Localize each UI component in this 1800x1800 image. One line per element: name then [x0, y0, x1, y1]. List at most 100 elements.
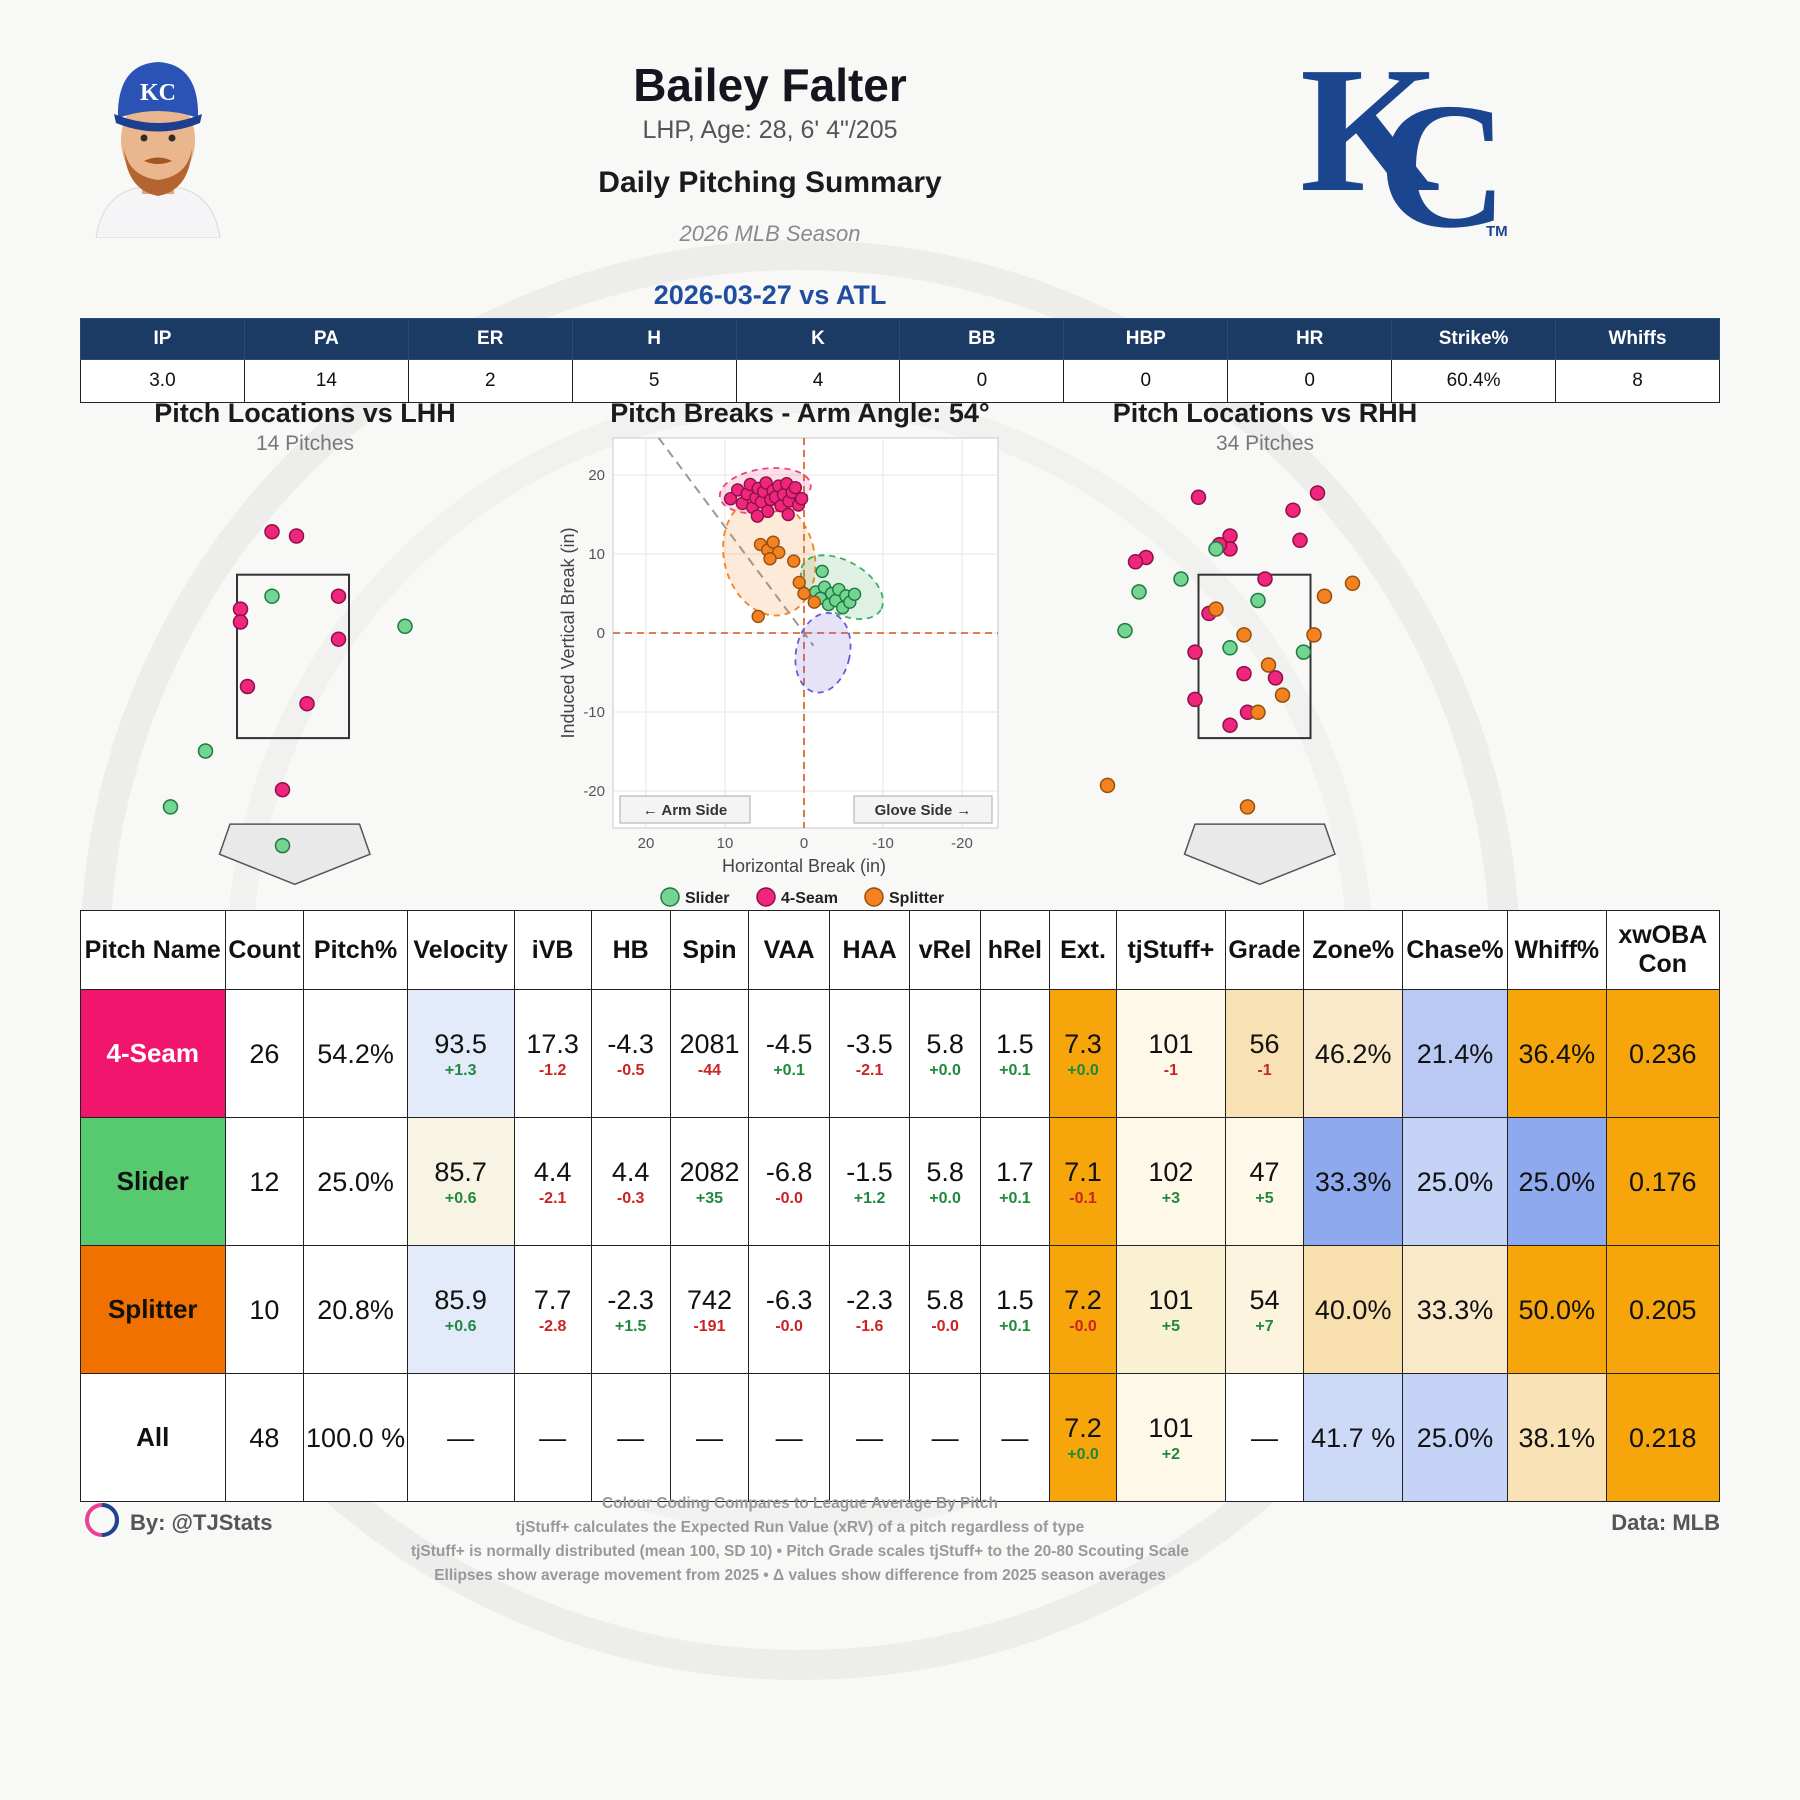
cell-4-seam-haa: -3.5 -2.1 [828, 989, 911, 1118]
player-bio: LHP, Age: 28, 6' 4"/205 [642, 116, 898, 144]
cell-delta: -0.5 [616, 1061, 645, 1079]
arm-angle-line [657, 437, 815, 647]
cell-value: 25.0% [1416, 1422, 1494, 1453]
pitch-table-col-hrel: hRel [979, 910, 1050, 990]
cell-slider-spin: 2082 +35 [669, 1117, 750, 1246]
cell-value: 2082 [679, 1156, 740, 1187]
cell-value: — [1001, 1422, 1029, 1453]
cell-value: 40.0% [1314, 1294, 1392, 1325]
boxscore-value-er: 2 [407, 359, 573, 403]
cell-splitter-hb: -2.3 +1.5 [590, 1245, 671, 1374]
pitch-point-splitter [1306, 627, 1322, 643]
break-point-splitter [787, 554, 801, 568]
cell-value: 101 [1148, 1028, 1194, 1059]
pitch-point-4-seam [1285, 502, 1301, 518]
cell-value: 0.236 [1628, 1038, 1697, 1069]
break-point-4-seam [794, 491, 809, 506]
cell-slider-grade: 47 +5 [1224, 1117, 1305, 1246]
cell-value: 54.2% [317, 1038, 394, 1069]
cell-all-hrel: — [979, 1373, 1050, 1502]
cell-value: 25.0% [1518, 1166, 1596, 1197]
pitch-point-splitter [1236, 627, 1252, 643]
cell-4-seam-tjstuff: 101 -1 [1116, 989, 1226, 1118]
cell-value: 33.3% [1314, 1166, 1392, 1197]
cell-slider-ivb: 4.4 -2.1 [513, 1117, 592, 1246]
boxscore-col-er: ER [407, 318, 573, 360]
pitch-point-4-seam [1187, 691, 1203, 708]
cell-value: — [617, 1422, 645, 1453]
cell-delta: +0.6 [444, 1317, 477, 1335]
cell-4-seam-ivb: 17.3 -1.2 [513, 989, 592, 1118]
pitch-point-4-seam [264, 523, 280, 540]
cell-all-zone: 41.7 % [1303, 1373, 1403, 1502]
pitch-point-4-seam [330, 631, 347, 647]
summary-title: Daily Pitching Summary [598, 166, 942, 199]
cell-all-pitch: 100.0 % [303, 1373, 408, 1502]
pitch-table-col-zone: Zone% [1303, 910, 1403, 990]
boxscore-head: IP PA ER H K BB HBP HR Strike% Whiffs [80, 318, 1720, 360]
cell-delta: +0.0 [1067, 1445, 1099, 1463]
cell-delta: -1 [1163, 1061, 1178, 1079]
boxscore-col-h: H [571, 318, 737, 360]
cell-value: 25.0% [1416, 1166, 1494, 1197]
y-tick-label: 0 [597, 625, 605, 642]
cell-delta: +2 [1161, 1445, 1180, 1463]
cell-all-haa: — [828, 1373, 911, 1502]
team-logo: K C TM [1300, 40, 1508, 250]
boxscore-col-ip: IP [80, 318, 245, 360]
boxscore-value-ip: 3.0 [80, 359, 245, 403]
boxscore-col-pa: PA [243, 318, 409, 360]
footer-note-3: tjStuff+ is normally distributed (mean 1… [410, 1543, 1190, 1560]
cell-4-seam-ext: 7.3 +0.0 [1048, 989, 1118, 1118]
player-jersey [95, 187, 221, 238]
break-point-splitter [751, 609, 765, 624]
cell-4-seam-hrel: 1.5 +0.1 [979, 989, 1050, 1118]
boxscore-body: 3.0 14 2 5 4 0 0 0 60.4% 8 [80, 359, 1720, 403]
player-mustache [144, 157, 172, 164]
cell-all-spin: — [669, 1373, 750, 1502]
cell-value: 50.0% [1518, 1294, 1596, 1325]
pitch-table-col-ivb: iVB [513, 910, 592, 990]
cell-value: 7.2 [1064, 1284, 1102, 1315]
game-title: 2026-03-27 vs ATL [653, 280, 887, 310]
cell-value: 26 [249, 1038, 280, 1069]
cell-delta: -44 [697, 1061, 722, 1079]
pitch-table-col-grade: Grade [1224, 910, 1305, 990]
cell-value: 0.218 [1628, 1422, 1697, 1453]
break-point-4-seam [750, 509, 765, 523]
legend-swatch-4-seam [756, 887, 776, 907]
cell-value: -3.5 [846, 1028, 893, 1059]
boxscore-col-bb: BB [899, 318, 1065, 360]
cell-value: 742 [686, 1284, 732, 1315]
cap-logo-text: KC [140, 80, 176, 106]
cell-all-tjstuff: 101 +2 [1116, 1373, 1226, 1502]
cell-value: 5.8 [926, 1284, 964, 1315]
cell-value: 47 [1249, 1156, 1280, 1187]
pitch-row-all: All 48 100.0 % — — — — — — — —7.2 +0.0 101 +2—41.7 % 2… [80, 1373, 1721, 1502]
team-logo-tm: TM [1486, 223, 1508, 240]
pitch-point-4-seam [1236, 665, 1252, 682]
cell-value: 4.4 [611, 1156, 650, 1187]
cell-value: 1.5 [996, 1284, 1034, 1315]
pitch-point-slider [162, 799, 179, 815]
break-point-slider [815, 564, 829, 579]
cell-value: — [1250, 1422, 1278, 1453]
legend-swatch-slider [660, 887, 680, 907]
arm-side-label: ← Arm Side [643, 802, 727, 819]
cell-delta: +1.2 [853, 1189, 886, 1207]
cell-value: 7.7 [533, 1284, 572, 1315]
cell-value: 54 [1249, 1284, 1280, 1315]
rhh-chart-subtitle: 34 Pitches [1215, 432, 1315, 455]
cell-4-seam-count: 26 [224, 989, 305, 1118]
cell-value: 5.8 [926, 1156, 964, 1187]
cell-value: — [539, 1422, 567, 1453]
cell-delta: +7 [1255, 1317, 1274, 1335]
cell-value: — [447, 1422, 475, 1453]
pitch-table-col-vrel: vRel [909, 910, 981, 990]
cell-all-chase: 25.0% [1401, 1373, 1509, 1502]
cell-delta: -0.0 [1069, 1317, 1097, 1335]
pitch-point-4-seam [232, 614, 249, 630]
pitch-locations-lhh-chart [162, 523, 413, 886]
player-eye-left [140, 134, 148, 142]
boxscore-value-k: 4 [735, 359, 901, 403]
